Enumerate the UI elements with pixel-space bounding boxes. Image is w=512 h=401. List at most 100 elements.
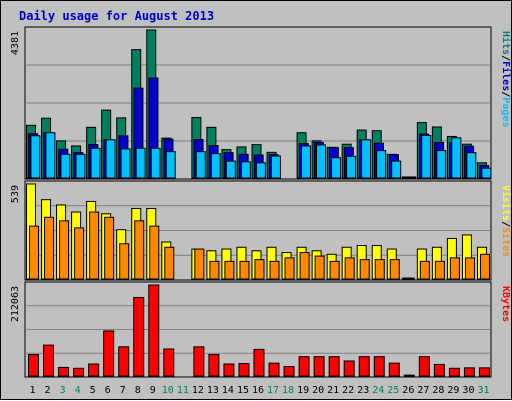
bar-sites-day-12 — [194, 248, 205, 280]
bar-kbytes-day-20 — [313, 356, 325, 377]
bar-sites-day-3 — [59, 220, 70, 280]
x-tick-day-1: 1 — [30, 385, 36, 396]
bar-sites-day-19 — [299, 252, 310, 280]
bar-pages-day-15 — [240, 161, 251, 179]
bar-kbytes-day-2 — [43, 344, 55, 377]
bar-kbytes-day-21 — [328, 356, 340, 377]
x-tick-day-10: 10 — [162, 385, 174, 396]
bar-kbytes-day-3 — [58, 366, 70, 377]
bar-kbytes-day-25 — [388, 362, 400, 377]
axis-max-label: 4381 — [10, 31, 21, 55]
legend-separator: / — [500, 91, 511, 97]
x-tick-day-25: 25 — [387, 385, 399, 396]
bar-kbytes-day-17 — [268, 362, 280, 377]
bar-pages-day-26 — [406, 176, 417, 179]
legend-item-files: Files — [500, 61, 512, 91]
x-tick-day-12: 12 — [192, 385, 204, 396]
x-tick-day-2: 2 — [45, 385, 51, 396]
legend-text-kbytes: KBytes — [500, 286, 511, 322]
bar-pages-day-27 — [421, 134, 432, 179]
bar-kbytes-day-6 — [103, 330, 115, 377]
bar-pages-day-13 — [210, 153, 221, 179]
x-tick-day-17: 17 — [267, 385, 279, 396]
bar-kbytes-day-24 — [373, 356, 385, 377]
bar-kbytes-day-8 — [133, 296, 145, 377]
bar-sites-day-26 — [404, 277, 415, 280]
x-tick-day-29: 29 — [447, 385, 459, 396]
bar-pages-day-29 — [451, 137, 462, 179]
bar-kbytes-day-14 — [223, 363, 235, 377]
x-tick-day-15: 15 — [237, 385, 249, 396]
x-tick-day-6: 6 — [105, 385, 111, 396]
legend-kbytes: KBytes — [500, 286, 511, 322]
bar-sites-day-31 — [479, 253, 490, 280]
bar-pages-day-12 — [195, 151, 206, 179]
bar-kbytes-day-10 — [163, 348, 175, 377]
x-tick-day-31: 31 — [477, 385, 489, 396]
legend-item-sites: Sites — [500, 227, 512, 257]
bar-sites-day-20 — [314, 255, 325, 280]
x-tick-day-22: 22 — [342, 385, 354, 396]
x-tick-day-4: 4 — [75, 385, 81, 396]
legend-text-visits: Visits/Sites — [500, 185, 512, 257]
x-tick-day-19: 19 — [297, 385, 309, 396]
bar-sites-day-23 — [359, 259, 370, 280]
bar-kbytes-day-29 — [448, 367, 460, 377]
bar-sites-day-8 — [134, 220, 145, 280]
x-axis: 1 2 3 4 5 6 7 8 9 10 11 12 13 14 15 16 17 18 19 20 21 22 23 24 2… — [30, 385, 490, 396]
bar-pages-day-24 — [376, 150, 387, 179]
bar-sites-day-30 — [464, 257, 475, 280]
bar-pages-day-2 — [45, 132, 56, 179]
bar-pages-day-8 — [135, 147, 146, 179]
panel-hits: 4381 Hits/Files/Pages — [10, 26, 512, 180]
x-tick-day-13: 13 — [207, 385, 219, 396]
x-tick-day-14: 14 — [222, 385, 234, 396]
bar-sites-day-9 — [149, 225, 160, 280]
bar-pages-day-4 — [75, 153, 86, 179]
x-tick-day-7: 7 — [120, 385, 126, 396]
bar-pages-day-20 — [316, 144, 327, 179]
bar-pages-day-14 — [225, 160, 236, 179]
x-tick-day-24: 24 — [372, 385, 384, 396]
bar-pages-day-21 — [331, 157, 342, 179]
legend-separator: / — [500, 55, 511, 61]
bar-sites-day-1 — [29, 225, 39, 280]
bar-pages-day-23 — [361, 139, 372, 179]
x-tick-day-11: 11 — [177, 385, 189, 396]
bar-pages-day-9 — [150, 147, 161, 179]
legend-separator: / — [500, 221, 511, 227]
x-tick-day-3: 3 — [60, 385, 66, 396]
bar-sites-day-18 — [284, 257, 295, 280]
bar-pages-day-3 — [60, 153, 71, 179]
legend-item-kbytes: KBytes — [500, 286, 511, 322]
bar-kbytes-day-28 — [433, 363, 445, 377]
bar-pages-day-25 — [391, 160, 402, 179]
x-tick-day-5: 5 — [90, 385, 96, 396]
bar-sites-day-24 — [374, 259, 385, 280]
bar-kbytes-day-5 — [88, 363, 100, 377]
bar-sites-day-25 — [389, 259, 400, 280]
bar-kbytes-day-19 — [298, 356, 310, 377]
legend-item-hits: Hits — [500, 31, 512, 55]
bar-sites-day-13 — [209, 260, 220, 280]
legend-item-visits: Visits — [500, 185, 512, 221]
x-tick-day-26: 26 — [402, 385, 414, 396]
bar-pages-day-31 — [481, 167, 492, 179]
bar-sites-day-2 — [44, 216, 55, 280]
bar-pages-day-6 — [105, 139, 116, 179]
legend-visits: Visits/Sites — [500, 185, 512, 257]
bar-kbytes-day-22 — [343, 360, 355, 377]
x-tick-day-18: 18 — [282, 385, 294, 396]
legend-item-pages: Pages — [500, 97, 511, 127]
legend-hits: Hits/Files/Pages — [500, 31, 512, 127]
x-tick-day-16: 16 — [252, 385, 264, 396]
bar-pages-day-7 — [120, 148, 131, 179]
bar-pages-day-17 — [270, 155, 281, 179]
bar-sites-day-16 — [254, 259, 265, 280]
bar-pages-day-30 — [466, 152, 477, 179]
bar-sites-day-4 — [74, 227, 85, 280]
bar-kbytes-day-13 — [208, 354, 220, 377]
bar-kbytes-day-12 — [193, 346, 205, 377]
